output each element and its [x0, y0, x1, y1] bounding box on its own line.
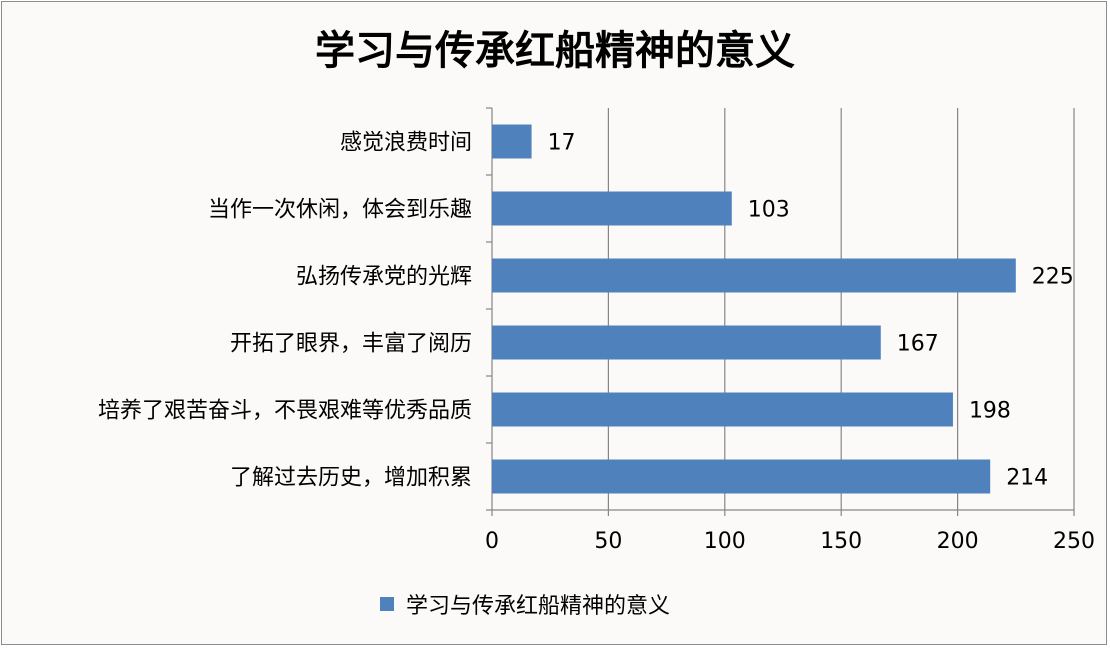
category-label: 当作一次休闲，体会到乐趣	[208, 198, 472, 223]
bar	[492, 325, 881, 360]
bar	[492, 258, 1016, 293]
data-label: 167	[897, 332, 939, 357]
x-tick-label: 150	[820, 529, 862, 554]
data-label: 198	[969, 399, 1011, 424]
category-label: 了解过去历史，增加积累	[230, 466, 472, 491]
data-label: 214	[1006, 466, 1048, 491]
bar	[492, 191, 732, 226]
x-tick-label: 200	[937, 529, 979, 554]
legend-label: 学习与传承红船精神的意义	[406, 594, 671, 619]
x-tick-label: 250	[1053, 529, 1095, 554]
x-tick-label: 0	[485, 529, 499, 554]
bar	[492, 124, 532, 159]
bar	[492, 392, 953, 427]
data-label: 225	[1032, 265, 1074, 290]
data-label: 103	[748, 198, 790, 223]
data-label: 17	[548, 131, 576, 156]
x-tick-label: 100	[704, 529, 746, 554]
category-label: 感觉浪费时间	[340, 131, 472, 156]
legend: 学习与传承红船精神的意义	[380, 588, 670, 620]
legend-swatch	[380, 597, 394, 611]
chart-title: 学习与传承红船精神的意义	[315, 27, 795, 74]
category-label: 弘扬传承党的光辉	[296, 265, 472, 290]
x-tick-label: 50	[594, 529, 622, 554]
bar	[492, 459, 991, 494]
category-label: 培养了艰苦奋斗，不畏艰难等优秀品质	[98, 399, 472, 424]
category-label: 开拓了眼界，丰富了阅历	[230, 332, 472, 357]
